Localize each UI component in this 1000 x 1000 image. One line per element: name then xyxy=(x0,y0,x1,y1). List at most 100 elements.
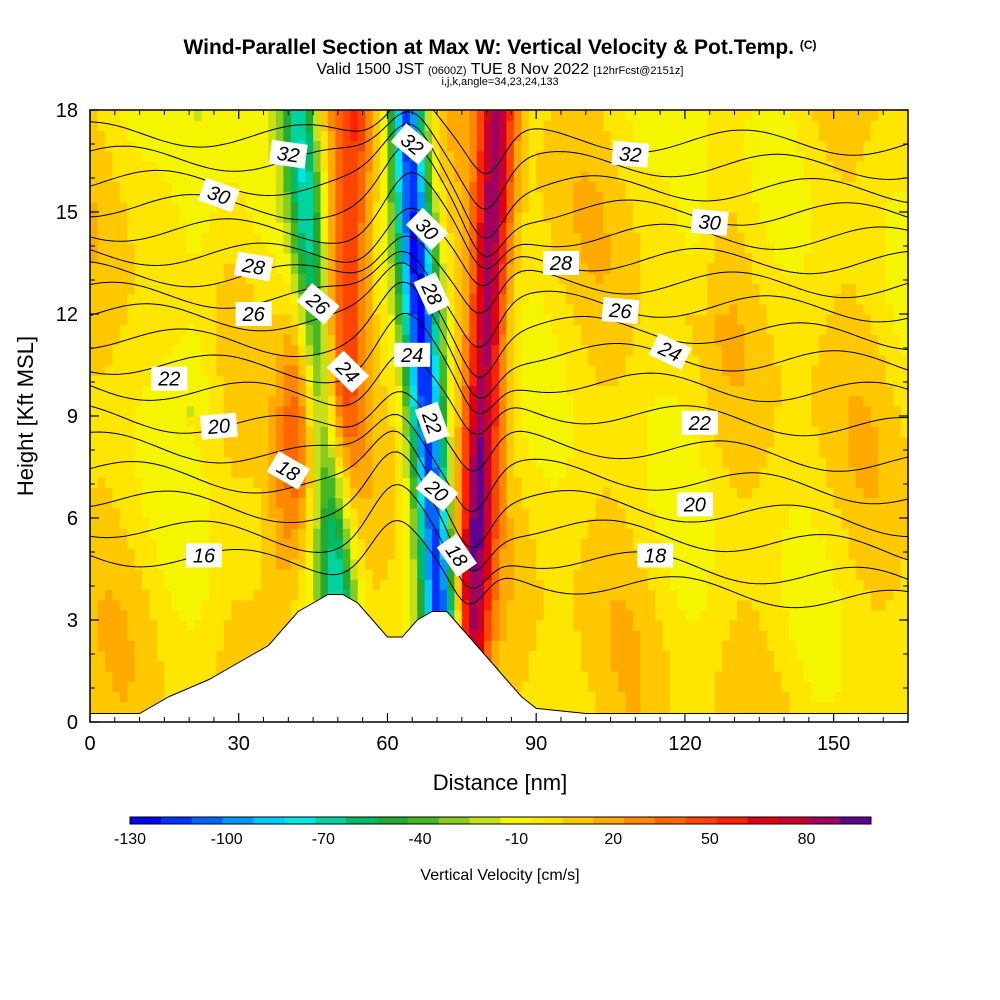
field-cell xyxy=(387,110,396,121)
field-cell xyxy=(164,487,173,499)
field-cell xyxy=(417,201,426,213)
field-cell xyxy=(149,222,158,233)
field-cell xyxy=(506,222,515,233)
field-cell xyxy=(677,314,686,325)
field-cell xyxy=(684,456,693,468)
field-cell xyxy=(476,232,485,244)
field-cell xyxy=(551,436,560,448)
field-cell xyxy=(446,426,455,437)
field-cell xyxy=(573,548,582,560)
field-cell xyxy=(186,201,195,213)
field-cell xyxy=(551,548,560,560)
field-cell xyxy=(499,293,508,305)
field-cell xyxy=(476,303,485,315)
field-cell xyxy=(677,456,686,468)
field-cell xyxy=(558,161,567,172)
field-cell xyxy=(551,334,560,346)
field-cell xyxy=(699,171,708,182)
field-cell xyxy=(149,487,158,499)
field-cell xyxy=(439,579,448,590)
field-cell xyxy=(662,120,671,131)
field-cell xyxy=(231,405,240,417)
field-cell xyxy=(543,120,552,131)
field-cell xyxy=(149,681,158,692)
field-cell xyxy=(327,385,336,397)
field-cell xyxy=(543,548,552,560)
field-cell xyxy=(662,161,671,172)
field-cell xyxy=(521,579,530,590)
field-cell xyxy=(156,640,165,652)
field-cell xyxy=(513,354,522,366)
field-cell xyxy=(662,232,671,244)
field-cell xyxy=(521,405,530,417)
field-cell xyxy=(380,110,389,121)
field-cell xyxy=(380,548,389,560)
field-cell xyxy=(625,538,634,550)
field-cell xyxy=(588,599,597,611)
field-cell xyxy=(90,161,99,172)
field-cell xyxy=(565,303,574,315)
field-cell xyxy=(164,456,173,468)
field-cell xyxy=(253,518,262,529)
field-cell xyxy=(558,518,567,529)
field-cell xyxy=(119,181,128,193)
field-cell xyxy=(104,365,113,376)
field-cell xyxy=(692,548,701,560)
field-cell xyxy=(513,446,522,458)
field-cell xyxy=(588,416,597,427)
field-cell xyxy=(186,528,195,539)
field-cell xyxy=(394,589,403,601)
field-cell xyxy=(647,497,656,509)
field-cell xyxy=(454,273,463,284)
field-cell xyxy=(216,599,225,611)
field-cell xyxy=(208,222,218,233)
field-cell xyxy=(692,630,701,641)
field-cell xyxy=(476,283,485,295)
field-cell xyxy=(142,507,151,519)
field-cell xyxy=(543,191,552,203)
field-cell xyxy=(580,273,589,284)
field-cell xyxy=(558,191,567,203)
field-cell xyxy=(580,528,589,539)
field-cell xyxy=(208,589,218,601)
field-cell xyxy=(149,579,158,590)
field-cell xyxy=(640,293,649,305)
field-cell xyxy=(432,436,441,448)
field-cell xyxy=(432,130,441,142)
field-cell xyxy=(670,538,679,550)
field-cell xyxy=(134,263,143,274)
field-cell xyxy=(565,150,574,162)
field-cell xyxy=(409,293,418,305)
field-cell xyxy=(134,487,143,499)
field-cell xyxy=(238,456,247,468)
field-cell xyxy=(208,334,218,346)
field-cell xyxy=(632,507,641,519)
field-cell xyxy=(536,446,545,458)
field-cell xyxy=(692,191,701,203)
field-cell xyxy=(640,477,649,488)
field-cell xyxy=(580,334,589,346)
field-cell xyxy=(394,569,403,580)
field-cell xyxy=(342,344,351,356)
field-cell xyxy=(238,579,247,590)
field-cell xyxy=(521,222,530,233)
field-cell xyxy=(439,354,448,366)
field-cell xyxy=(320,558,329,570)
field-cell xyxy=(551,395,560,407)
field-cell xyxy=(655,222,664,233)
field-cell xyxy=(409,365,418,376)
field-cell xyxy=(454,375,463,386)
field-cell xyxy=(603,201,612,213)
field-cell xyxy=(112,681,121,692)
field-cell xyxy=(610,334,619,346)
field-cell xyxy=(461,436,470,448)
field-cell xyxy=(543,701,552,713)
field-cell xyxy=(164,232,173,244)
field-cell xyxy=(543,467,552,478)
field-cell xyxy=(625,620,634,631)
field-cell xyxy=(684,212,693,223)
field-cell xyxy=(261,242,270,254)
field-cell xyxy=(625,487,634,499)
field-cell xyxy=(499,609,508,621)
field-cell xyxy=(208,436,218,448)
